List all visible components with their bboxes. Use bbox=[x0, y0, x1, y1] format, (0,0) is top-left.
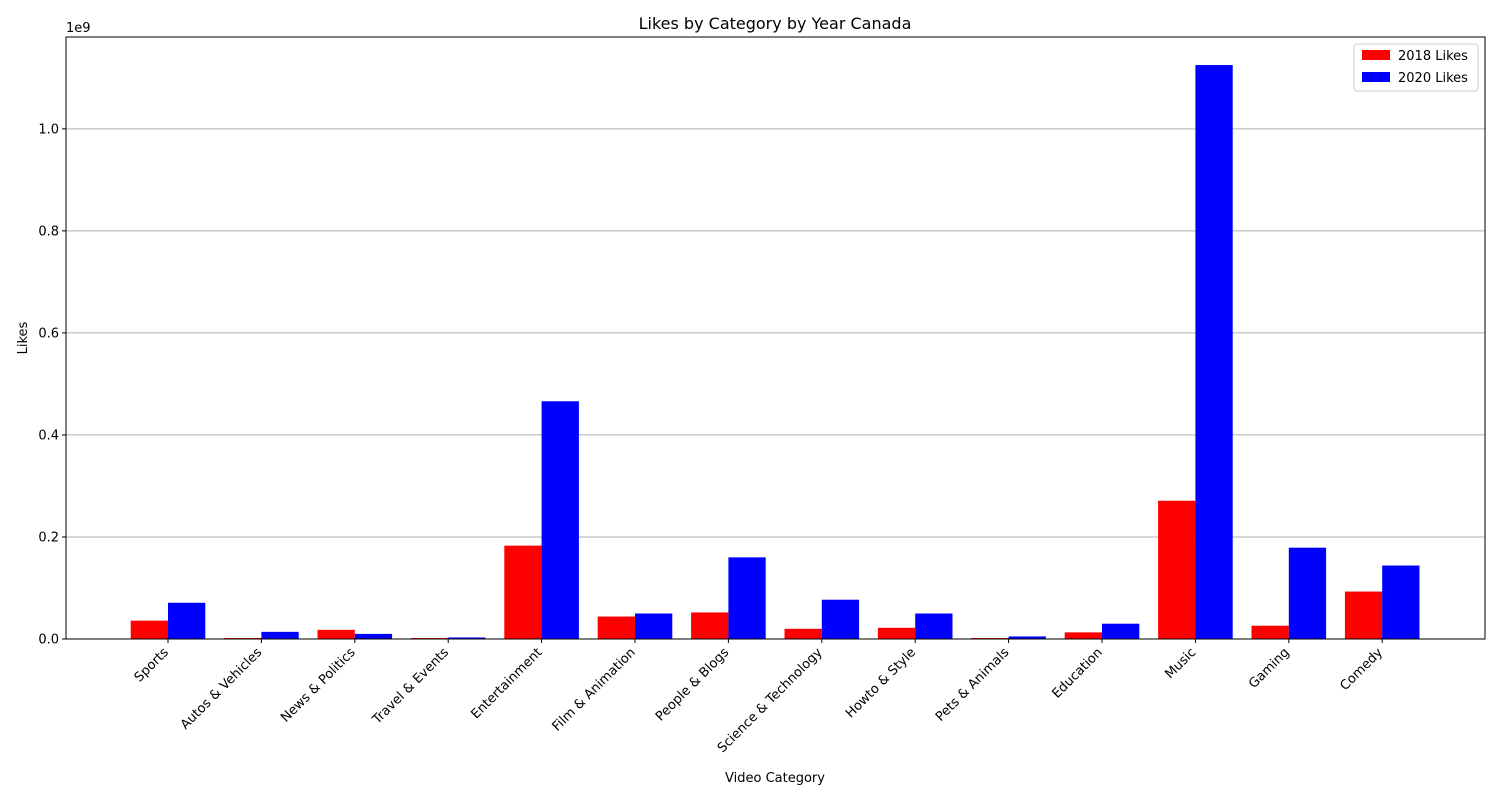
x-tick-label: Sports bbox=[132, 645, 172, 685]
x-axis-ticks: Sports Autos & Vehicles News & Politics Tra… bbox=[132, 639, 1386, 756]
y-axis-ticks: 0.0 0.2 0.4 0.6 0.8 1.0 bbox=[38, 122, 66, 648]
y-tick-label: 0.8 bbox=[38, 224, 59, 239]
legend-swatch-2020 bbox=[1362, 72, 1390, 82]
bar-2018 bbox=[504, 545, 542, 639]
y-tick-label: 0.2 bbox=[38, 530, 59, 545]
y-axis-offset-label: 1e9 bbox=[66, 21, 91, 36]
bar-2018 bbox=[877, 627, 916, 639]
bar-2020 bbox=[448, 637, 486, 639]
bar-2020 bbox=[1382, 565, 1420, 639]
bar-2018 bbox=[130, 620, 168, 639]
bar-2018 bbox=[691, 612, 729, 639]
y-axis-title: Likes bbox=[16, 321, 31, 354]
bar-2018 bbox=[784, 628, 822, 639]
bar-2020 bbox=[728, 557, 766, 639]
x-tick-label: Music bbox=[1162, 645, 1199, 682]
bar-2018 bbox=[971, 637, 1009, 639]
bar-2018 bbox=[224, 637, 262, 639]
bar-2020 bbox=[821, 599, 860, 639]
x-tick-label: Pets & Animals bbox=[933, 645, 1013, 725]
bar-2020 bbox=[635, 613, 673, 639]
bar-2018 bbox=[1158, 500, 1196, 639]
y-tick-label: 0.4 bbox=[38, 428, 59, 443]
x-tick-label: Entertainment bbox=[468, 645, 545, 722]
bar-2020 bbox=[261, 631, 299, 639]
x-tick-label: Howto & Style bbox=[843, 645, 919, 721]
x-tick-label: Gaming bbox=[1246, 645, 1293, 692]
bar-2020 bbox=[354, 633, 393, 639]
x-tick-label: Film & Animation bbox=[550, 645, 639, 734]
bar-2018 bbox=[1344, 591, 1383, 639]
legend-swatch-2018 bbox=[1362, 50, 1390, 60]
bar-2020 bbox=[541, 401, 579, 639]
bar-2020 bbox=[1288, 547, 1327, 639]
y-tick-label: 0.0 bbox=[38, 633, 59, 648]
x-tick-label: Autos & Vehicles bbox=[178, 645, 266, 733]
bar-2020 bbox=[1008, 636, 1046, 639]
chart-title: Likes by Category by Year Canada bbox=[639, 14, 912, 33]
x-tick-label: Travel & Events bbox=[369, 645, 452, 728]
bar-2020 bbox=[168, 602, 206, 639]
bar-2018 bbox=[410, 637, 449, 639]
bar-2018 bbox=[317, 629, 355, 639]
y-tick-label: 0.6 bbox=[38, 326, 59, 341]
legend-label-2018: 2018 Likes bbox=[1398, 49, 1468, 64]
x-tick-label: News & Politics bbox=[278, 645, 359, 726]
bar-2020 bbox=[1195, 65, 1233, 639]
x-axis-title: Video Category bbox=[725, 771, 825, 786]
x-tick-label: Education bbox=[1049, 645, 1105, 701]
bar-2018 bbox=[1064, 632, 1102, 639]
bar-2018 bbox=[597, 616, 635, 639]
legend-label-2020: 2020 Likes bbox=[1398, 71, 1468, 86]
legend: 2018 Likes 2020 Likes bbox=[1353, 43, 1479, 92]
bar-2018 bbox=[1251, 625, 1289, 639]
y-tick-label: 1.0 bbox=[38, 122, 59, 137]
x-tick-label: Comedy bbox=[1337, 645, 1386, 694]
x-tick-label: People & Blogs bbox=[653, 645, 732, 724]
bar-2020 bbox=[915, 613, 953, 639]
x-tick-label: Science & Technology bbox=[715, 645, 826, 756]
plot-frame bbox=[65, 36, 1486, 640]
bar-2020 bbox=[1102, 623, 1140, 639]
bars bbox=[130, 65, 1420, 639]
grid-lines bbox=[66, 128, 1485, 640]
